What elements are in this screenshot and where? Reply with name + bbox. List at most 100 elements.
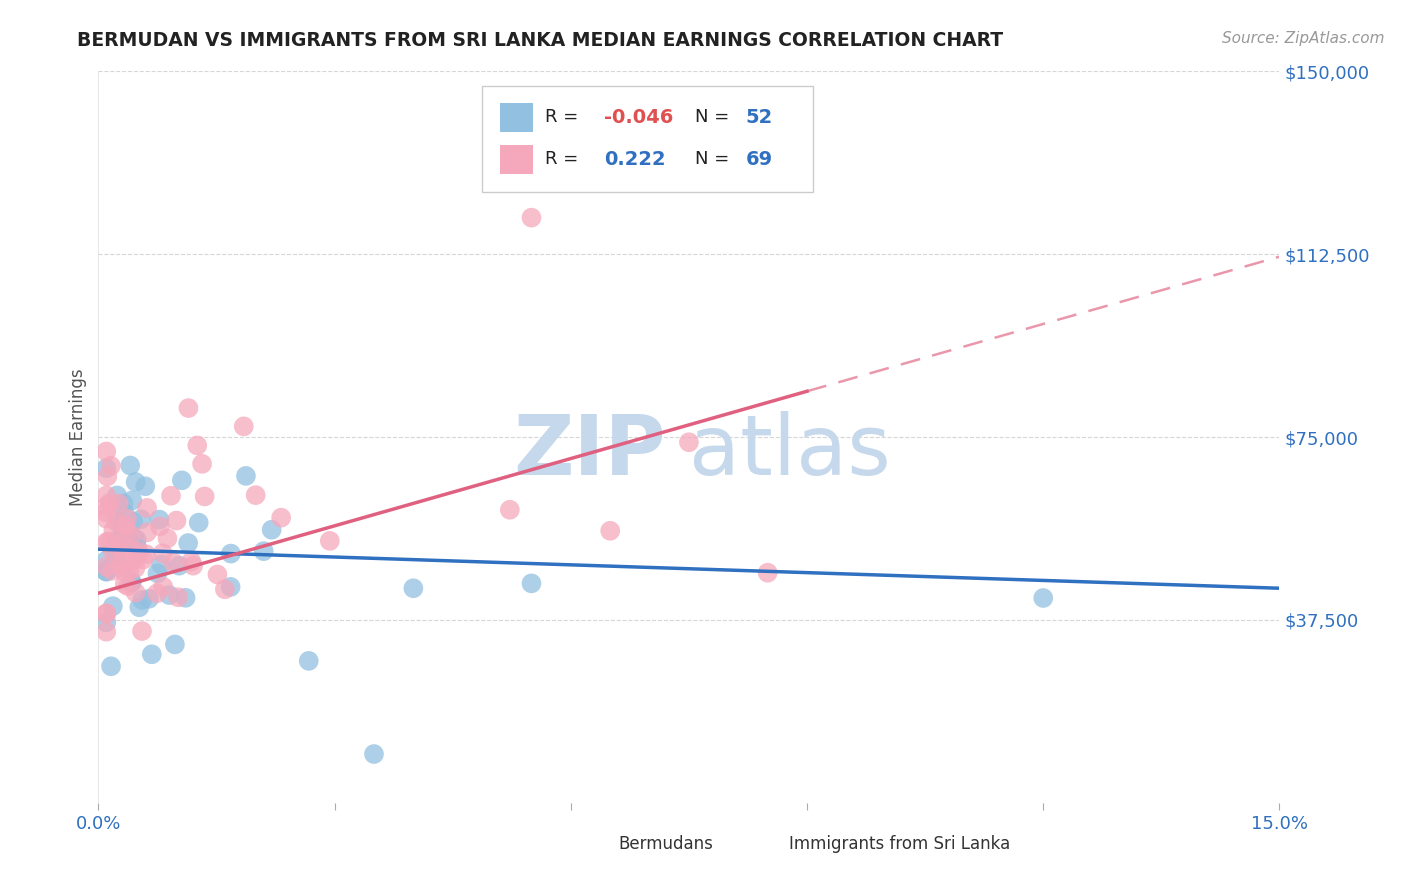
Point	[131, 593, 153, 607]
Point	[319, 533, 342, 548]
Point	[114, 577, 136, 591]
Point	[599, 524, 621, 538]
Point	[1032, 591, 1054, 605]
Point	[253, 544, 276, 558]
Point	[121, 493, 143, 508]
Text: 52: 52	[745, 108, 773, 127]
Point	[125, 539, 148, 553]
Point	[146, 566, 169, 581]
Text: R =: R =	[546, 150, 578, 168]
Point	[124, 561, 146, 575]
Point	[129, 512, 152, 526]
Point	[131, 624, 153, 638]
Point	[97, 534, 120, 549]
Point	[187, 516, 209, 530]
Bar	[754, 834, 783, 856]
Point	[219, 547, 242, 561]
Point	[136, 500, 159, 515]
Point	[207, 567, 229, 582]
Point	[101, 564, 124, 578]
Point	[96, 444, 118, 458]
Point	[152, 580, 174, 594]
Point	[124, 475, 146, 489]
Text: ZIP: ZIP	[513, 411, 665, 492]
Point	[98, 496, 121, 510]
Point	[103, 523, 125, 537]
Point	[235, 469, 257, 483]
Point	[180, 554, 202, 568]
Text: Bermudans: Bermudans	[619, 836, 713, 854]
Text: R =: R =	[546, 109, 578, 127]
Point	[298, 654, 321, 668]
Point	[96, 565, 118, 579]
Point	[152, 546, 174, 560]
Point	[181, 558, 204, 573]
Text: 69: 69	[745, 150, 773, 169]
Point	[402, 581, 425, 595]
Point	[520, 211, 543, 225]
Point	[110, 559, 132, 574]
Point	[100, 535, 122, 549]
Point	[150, 558, 173, 572]
Point	[96, 607, 118, 621]
Point	[115, 512, 138, 526]
Point	[166, 514, 188, 528]
Point	[146, 586, 169, 600]
Point	[96, 565, 118, 579]
Point	[120, 528, 142, 542]
Point	[170, 473, 193, 487]
Point	[110, 541, 132, 555]
Point	[124, 585, 146, 599]
Point	[186, 438, 208, 452]
Point	[105, 488, 128, 502]
Point	[128, 600, 150, 615]
Point	[110, 555, 132, 569]
Point	[260, 523, 283, 537]
Point	[132, 552, 155, 566]
Point	[96, 607, 118, 621]
Point	[245, 488, 267, 502]
Point	[232, 419, 254, 434]
Point	[219, 580, 242, 594]
Point	[160, 489, 183, 503]
Point	[96, 500, 118, 514]
Point	[121, 575, 143, 590]
Point	[121, 554, 143, 568]
Point	[112, 526, 135, 541]
Point	[163, 637, 186, 651]
Point	[122, 531, 145, 545]
Point	[96, 511, 118, 525]
Point	[156, 532, 179, 546]
Point	[107, 497, 129, 511]
Point	[122, 515, 145, 529]
Point	[135, 547, 157, 561]
Point	[115, 525, 138, 540]
Point	[107, 541, 129, 555]
Text: 0.222: 0.222	[605, 150, 665, 169]
Point	[111, 522, 134, 536]
Text: N =: N =	[695, 109, 730, 127]
Point	[520, 576, 543, 591]
Point	[101, 544, 124, 558]
Point	[499, 502, 522, 516]
Point	[136, 525, 159, 540]
Point	[96, 506, 118, 520]
Point	[167, 558, 190, 573]
Y-axis label: Median Earnings: Median Earnings	[69, 368, 87, 506]
Point	[138, 591, 160, 606]
Text: N =: N =	[695, 150, 730, 168]
Point	[105, 547, 128, 561]
Bar	[501, 103, 533, 132]
Point	[363, 747, 385, 761]
Point	[96, 488, 118, 502]
Point	[134, 479, 156, 493]
Bar	[582, 834, 612, 856]
Point	[120, 541, 142, 556]
Point	[125, 533, 148, 547]
Point	[114, 518, 136, 533]
Point	[108, 515, 131, 529]
Point	[120, 458, 142, 473]
Point	[96, 535, 118, 549]
Point	[167, 591, 190, 605]
Point	[112, 564, 135, 578]
